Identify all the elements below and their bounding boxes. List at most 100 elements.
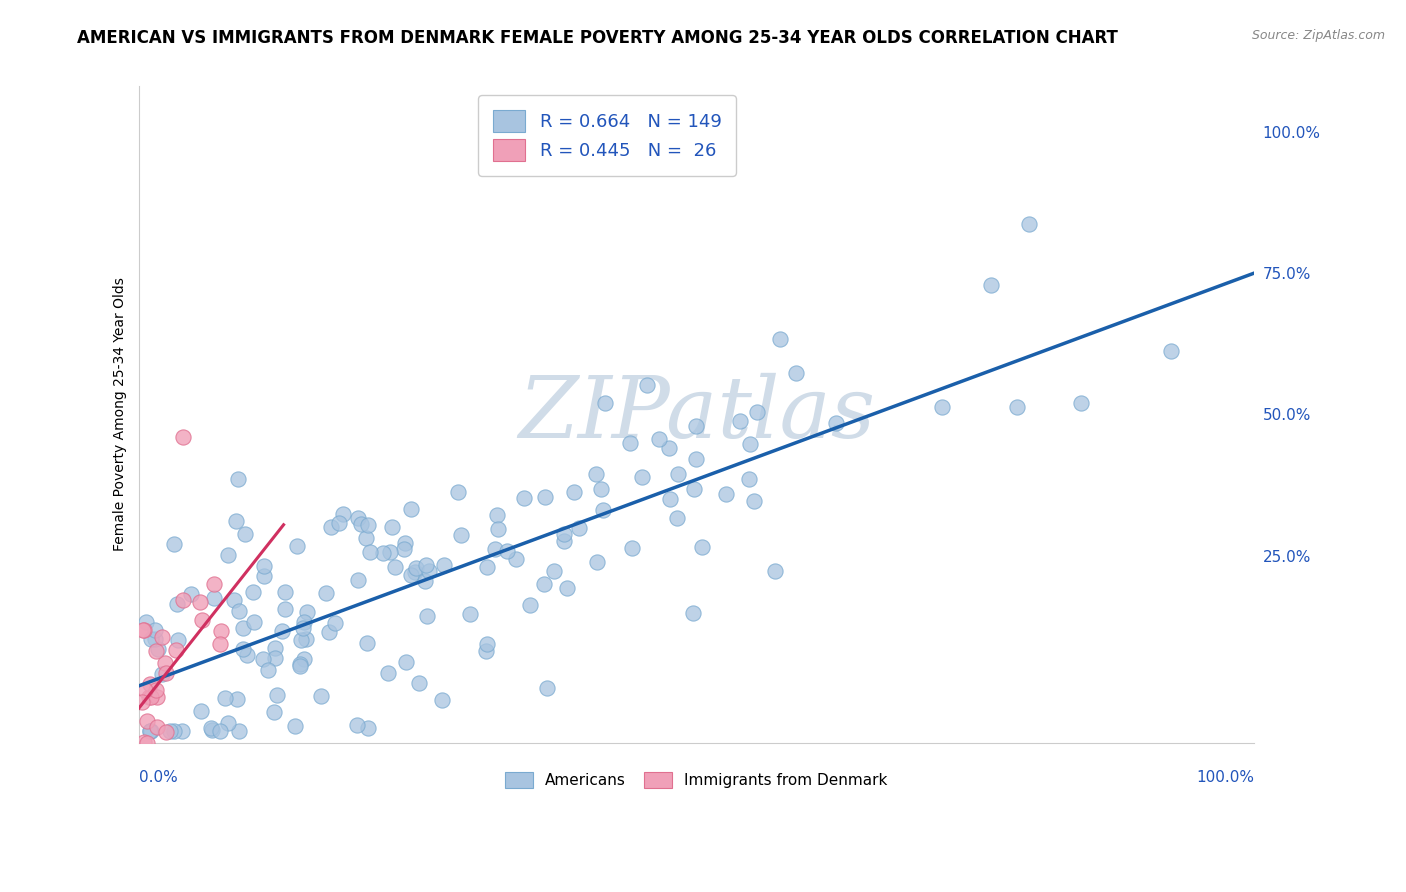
Point [555,581,578,595]
Point [666,510,689,524]
Point [139,724,162,739]
Point [141,690,163,705]
Point [138,690,160,705]
Point [553,534,575,549]
Text: Source: ZipAtlas.com: Source: ZipAtlas.com [1251,29,1385,42]
Point [1070,396,1092,410]
Point [191,613,214,627]
Point [202,576,225,591]
Point [1007,400,1029,414]
Point [180,587,202,601]
Point [217,716,239,731]
Point [319,520,342,534]
Point [323,616,346,631]
Point [486,522,509,536]
Point [202,591,225,605]
Point [384,560,406,574]
Point [264,651,287,665]
Point [592,502,614,516]
Point [357,721,380,735]
Point [359,545,381,559]
Legend: Americans, Immigrants from Denmark: Americans, Immigrants from Denmark [499,765,894,794]
Point [252,652,274,666]
Point [568,521,591,535]
Point [595,396,617,410]
Point [139,632,162,647]
Point [401,568,423,582]
Point [232,621,254,635]
Point [135,615,157,629]
Text: 0.0%: 0.0% [139,770,177,785]
Point [208,724,231,739]
Point [315,585,337,599]
Point [243,615,266,629]
Point [534,490,557,504]
Point [145,720,167,734]
Point [132,623,155,637]
Point [172,430,194,444]
Point [380,520,402,534]
Point [475,644,498,658]
Point [290,632,312,647]
Text: AMERICAN VS IMMIGRANTS FROM DENMARK FEMALE POVERTY AMONG 25-34 YEAR OLDS CORRELA: AMERICAN VS IMMIGRANTS FROM DENMARK FEMA… [77,29,1118,46]
Point [347,510,370,524]
Point [146,641,169,656]
Point [139,724,162,739]
Point [139,724,162,739]
Point [586,555,609,569]
Point [292,651,315,665]
Text: 100.0%: 100.0% [1197,770,1254,785]
Point [416,609,439,624]
Point [658,441,681,455]
Point [450,528,472,542]
Point [401,501,423,516]
Point [225,514,247,528]
Point [728,414,751,428]
Point [475,637,498,651]
Point [150,630,173,644]
Point [380,545,402,559]
Point [228,724,250,739]
Point [690,540,713,554]
Point [295,632,318,647]
Point [394,535,416,549]
Point [505,551,527,566]
Point [253,559,276,574]
Point [354,531,377,545]
Point [162,537,184,551]
Point [519,598,541,612]
Point [257,663,280,677]
Point [214,690,236,705]
Point [155,666,177,681]
Point [266,688,288,702]
Point [737,472,759,486]
Point [328,516,350,531]
Point [166,597,188,611]
Point [418,565,440,579]
Point [350,517,373,532]
Point [170,724,193,739]
Point [619,436,641,450]
Point [415,558,437,572]
Point [405,561,427,575]
Point [285,539,308,553]
Point [585,467,607,481]
Point [980,277,1002,292]
Point [232,641,254,656]
Point [228,604,250,618]
Point [208,637,231,651]
Point [356,635,378,649]
Point [475,560,498,574]
Point [408,676,430,690]
Point [263,706,285,720]
Point [200,723,222,738]
Point [553,526,575,541]
Point [134,623,156,637]
Point [145,644,167,658]
Point [666,467,689,481]
Point [226,692,249,706]
Point [283,719,305,733]
Point [135,735,157,749]
Point [318,624,340,639]
Point [433,558,456,573]
